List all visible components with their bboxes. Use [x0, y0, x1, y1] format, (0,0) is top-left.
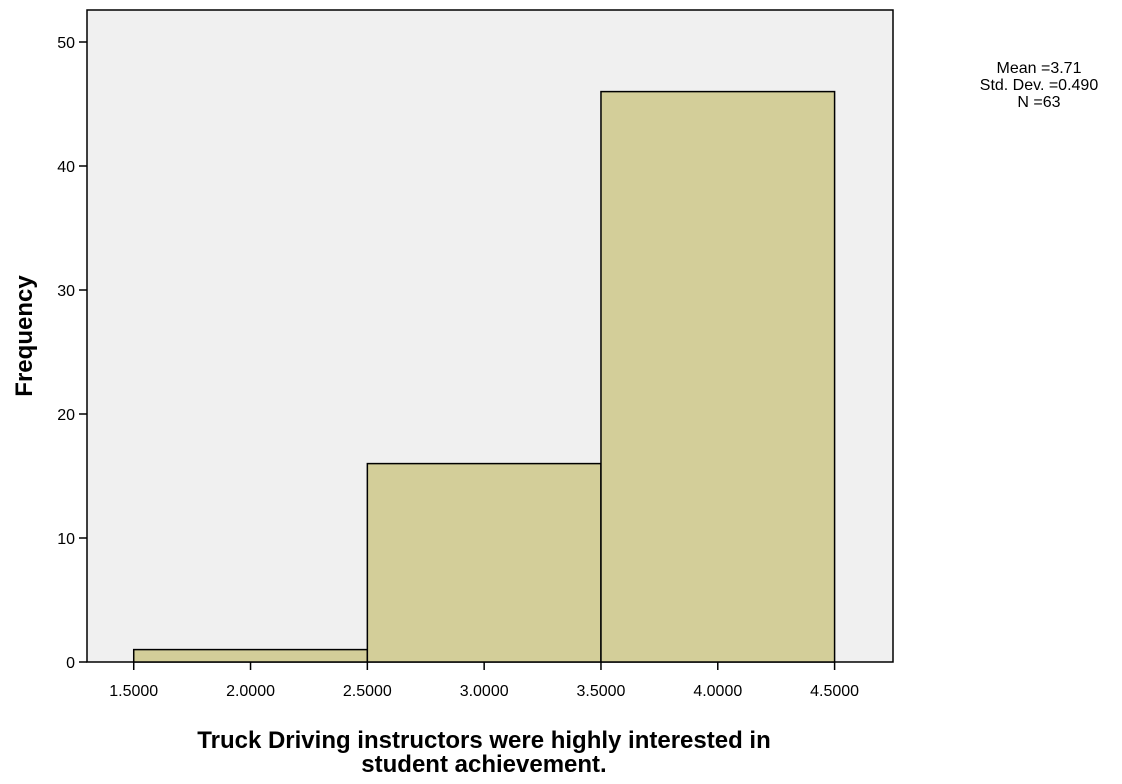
y-tick-label: 30: [57, 283, 75, 300]
histogram-bar-3: [600, 90, 836, 663]
x-axis: 1.5000 2.0000 2.5000 3.0000 3.5000 4.0000 4.50…: [109, 662, 859, 700]
histogram-bar-1: [132, 648, 369, 663]
x-tick-label: 3.5000: [577, 683, 626, 700]
histogram-bar-2: [366, 462, 602, 663]
x-tick-label: 4.5000: [810, 683, 859, 700]
x-tick-label: 2.0000: [226, 683, 275, 700]
stats-std-dev: Std. Dev. =0.490: [980, 77, 1099, 94]
y-tick-label: 50: [57, 35, 75, 52]
stats-mean: Mean =3.71: [997, 60, 1082, 77]
x-tick-label: 2.5000: [343, 683, 392, 700]
x-tick-label: 4.0000: [693, 683, 742, 700]
stats-n: N =63: [1017, 94, 1060, 111]
y-axis-title: Frequency: [11, 275, 38, 397]
y-tick-label: 0: [66, 655, 75, 672]
y-axis: 0 10 20 30 40 50: [57, 35, 87, 672]
y-tick-label: 10: [57, 531, 75, 548]
x-tick-label: 3.0000: [460, 683, 509, 700]
y-tick-label: 40: [57, 159, 75, 176]
x-tick-label: 1.5000: [109, 683, 158, 700]
y-tick-label: 20: [57, 407, 75, 424]
x-axis-title-line-2: student achievement.: [361, 751, 606, 778]
bars-group: [132, 90, 836, 663]
x-axis-title-line-1: Truck Driving instructors were highly in…: [197, 727, 770, 754]
